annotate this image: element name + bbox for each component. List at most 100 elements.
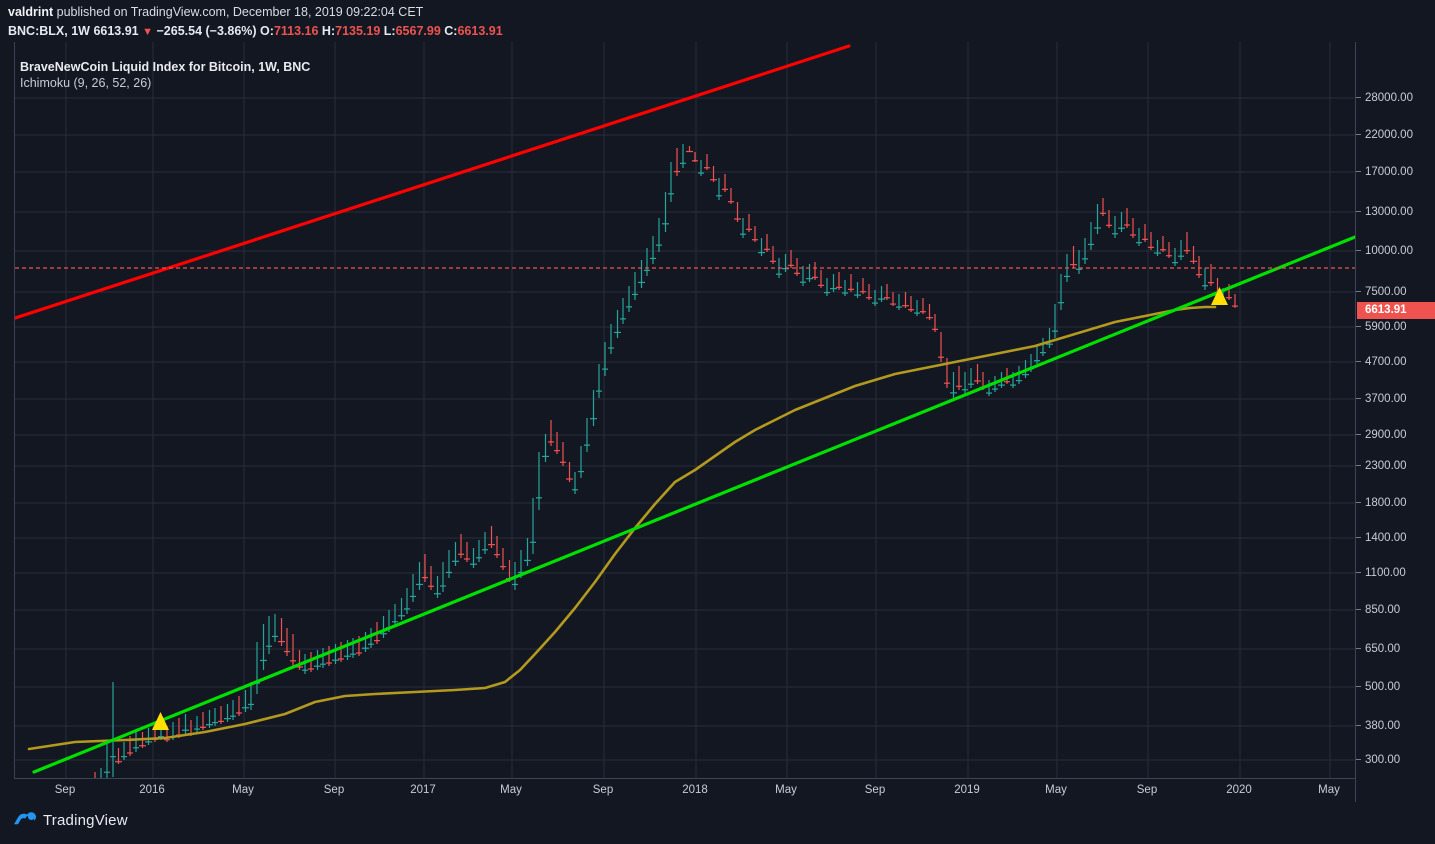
price-tick-dash [1356, 134, 1361, 135]
candle-body [680, 162, 686, 164]
candle-body [242, 707, 249, 709]
candle-body [452, 560, 459, 562]
price-tick: 1400.00 [1356, 531, 1435, 545]
close-value: 6613.91 [457, 24, 503, 38]
price-axis[interactable]: 28000.00 22000.00 17000.00 13000.00 10000.00… [1355, 42, 1435, 806]
candle-body [145, 741, 152, 743]
candle-body [1184, 250, 1190, 252]
candle-body [434, 593, 441, 595]
candle-body [272, 635, 278, 638]
candle-body [956, 385, 962, 387]
candle-body [812, 276, 818, 278]
price-tick: 1100.00 [1356, 566, 1435, 580]
candle-body [440, 585, 446, 587]
candle-body [962, 389, 968, 391]
candle-body [602, 368, 608, 370]
price-tick-dash [1356, 648, 1361, 649]
candle-body [854, 294, 861, 296]
candle-body [1202, 285, 1208, 287]
candle-body [1148, 246, 1154, 248]
candle-body [572, 489, 578, 491]
price-tick-label: 1100.00 [1365, 567, 1406, 579]
candle-body [164, 739, 170, 741]
current-price-badge: 6613.91 [1357, 302, 1435, 319]
candle-body [284, 650, 290, 653]
price-tick: 650.00 [1356, 642, 1435, 656]
candle-body [1082, 258, 1088, 260]
candle-body [920, 311, 926, 313]
open-label: O: [260, 24, 274, 38]
candle-body [806, 278, 813, 280]
candle-body [644, 269, 650, 272]
candle-body [668, 193, 674, 195]
tradingview-logo[interactable]: TradingView [14, 812, 128, 829]
attribution-header: valdrint published on TradingView.com, D… [0, 0, 1435, 42]
candle-body [1166, 255, 1172, 257]
price-chart-plot[interactable]: BraveNewCoin Liquid Index for Bitcoin, 1… [14, 42, 1355, 779]
candle-body [350, 653, 356, 655]
symbol-label[interactable]: BNC:BLX, 1W [8, 24, 90, 38]
candle-body [938, 356, 944, 358]
price-tick: 380.00 [1356, 719, 1435, 733]
candle-body [1034, 360, 1040, 362]
time-tick-label: Sep [1136, 784, 1158, 796]
candle-body [482, 549, 488, 551]
price-tick-label: 850.00 [1365, 604, 1401, 616]
candle-body [686, 150, 693, 153]
time-tick-label: 2019 [954, 784, 980, 796]
candle-body [986, 392, 992, 394]
candle-body [464, 558, 470, 560]
candle-body [1094, 227, 1101, 229]
close-label: C: [444, 24, 458, 38]
candle-body [1070, 264, 1077, 266]
price-tick-label: 1400.00 [1365, 532, 1407, 544]
candle-body [494, 554, 500, 556]
candle-body [746, 228, 752, 230]
candle-body [230, 715, 236, 717]
candle-body [296, 666, 303, 668]
price-tick-dash [1356, 398, 1361, 399]
candle-body [428, 585, 434, 587]
time-tick-label: Sep [323, 784, 345, 796]
time-axis[interactable]: Sep 2016 May Sep 2017 May Sep 2018 May Sep 2019 May… [14, 779, 1435, 802]
candle-body [536, 497, 542, 499]
candle-body [908, 309, 914, 311]
candle-body [1154, 252, 1161, 254]
candle-body [998, 384, 1005, 386]
candle-body [872, 302, 878, 304]
candle-body [554, 450, 560, 452]
candle-body [1100, 212, 1106, 214]
candle-body [590, 418, 597, 420]
resistance-trendline [15, 44, 851, 320]
price-tick-label: 10000.00 [1365, 245, 1413, 257]
candle-body [608, 347, 614, 349]
candle-body [1124, 224, 1130, 226]
support-trendline [32, 235, 1355, 774]
candle-body [182, 729, 189, 731]
candle-body [1010, 384, 1016, 386]
marker-triangle-2 [1211, 287, 1228, 305]
time-tick-label: Sep [54, 784, 76, 796]
price-tick-label: 380.00 [1365, 720, 1401, 732]
candle-body [878, 298, 885, 300]
candle-body [1178, 255, 1184, 257]
candle-body [422, 576, 428, 579]
chart-frame: BraveNewCoin Liquid Index for Bitcoin, 1… [0, 42, 1435, 806]
candle-body [1232, 305, 1238, 307]
candle-body [212, 722, 218, 724]
time-tick-label: May [232, 784, 254, 796]
price-tick-dash [1356, 465, 1361, 466]
candle-body [218, 720, 224, 722]
candle-body [133, 747, 139, 749]
price-tick: 2300.00 [1356, 459, 1435, 473]
candle-body [992, 388, 998, 390]
candlestick-series [94, 144, 1238, 778]
candle-body [1076, 268, 1082, 270]
open-value: 7113.16 [273, 24, 319, 38]
candle-body [968, 383, 974, 385]
candle-body [380, 633, 387, 635]
publication-line: valdrint published on TradingView.com, D… [8, 5, 423, 19]
candle-body [704, 167, 710, 169]
time-tick-label: 2018 [682, 784, 708, 796]
candle-body [1040, 352, 1046, 354]
